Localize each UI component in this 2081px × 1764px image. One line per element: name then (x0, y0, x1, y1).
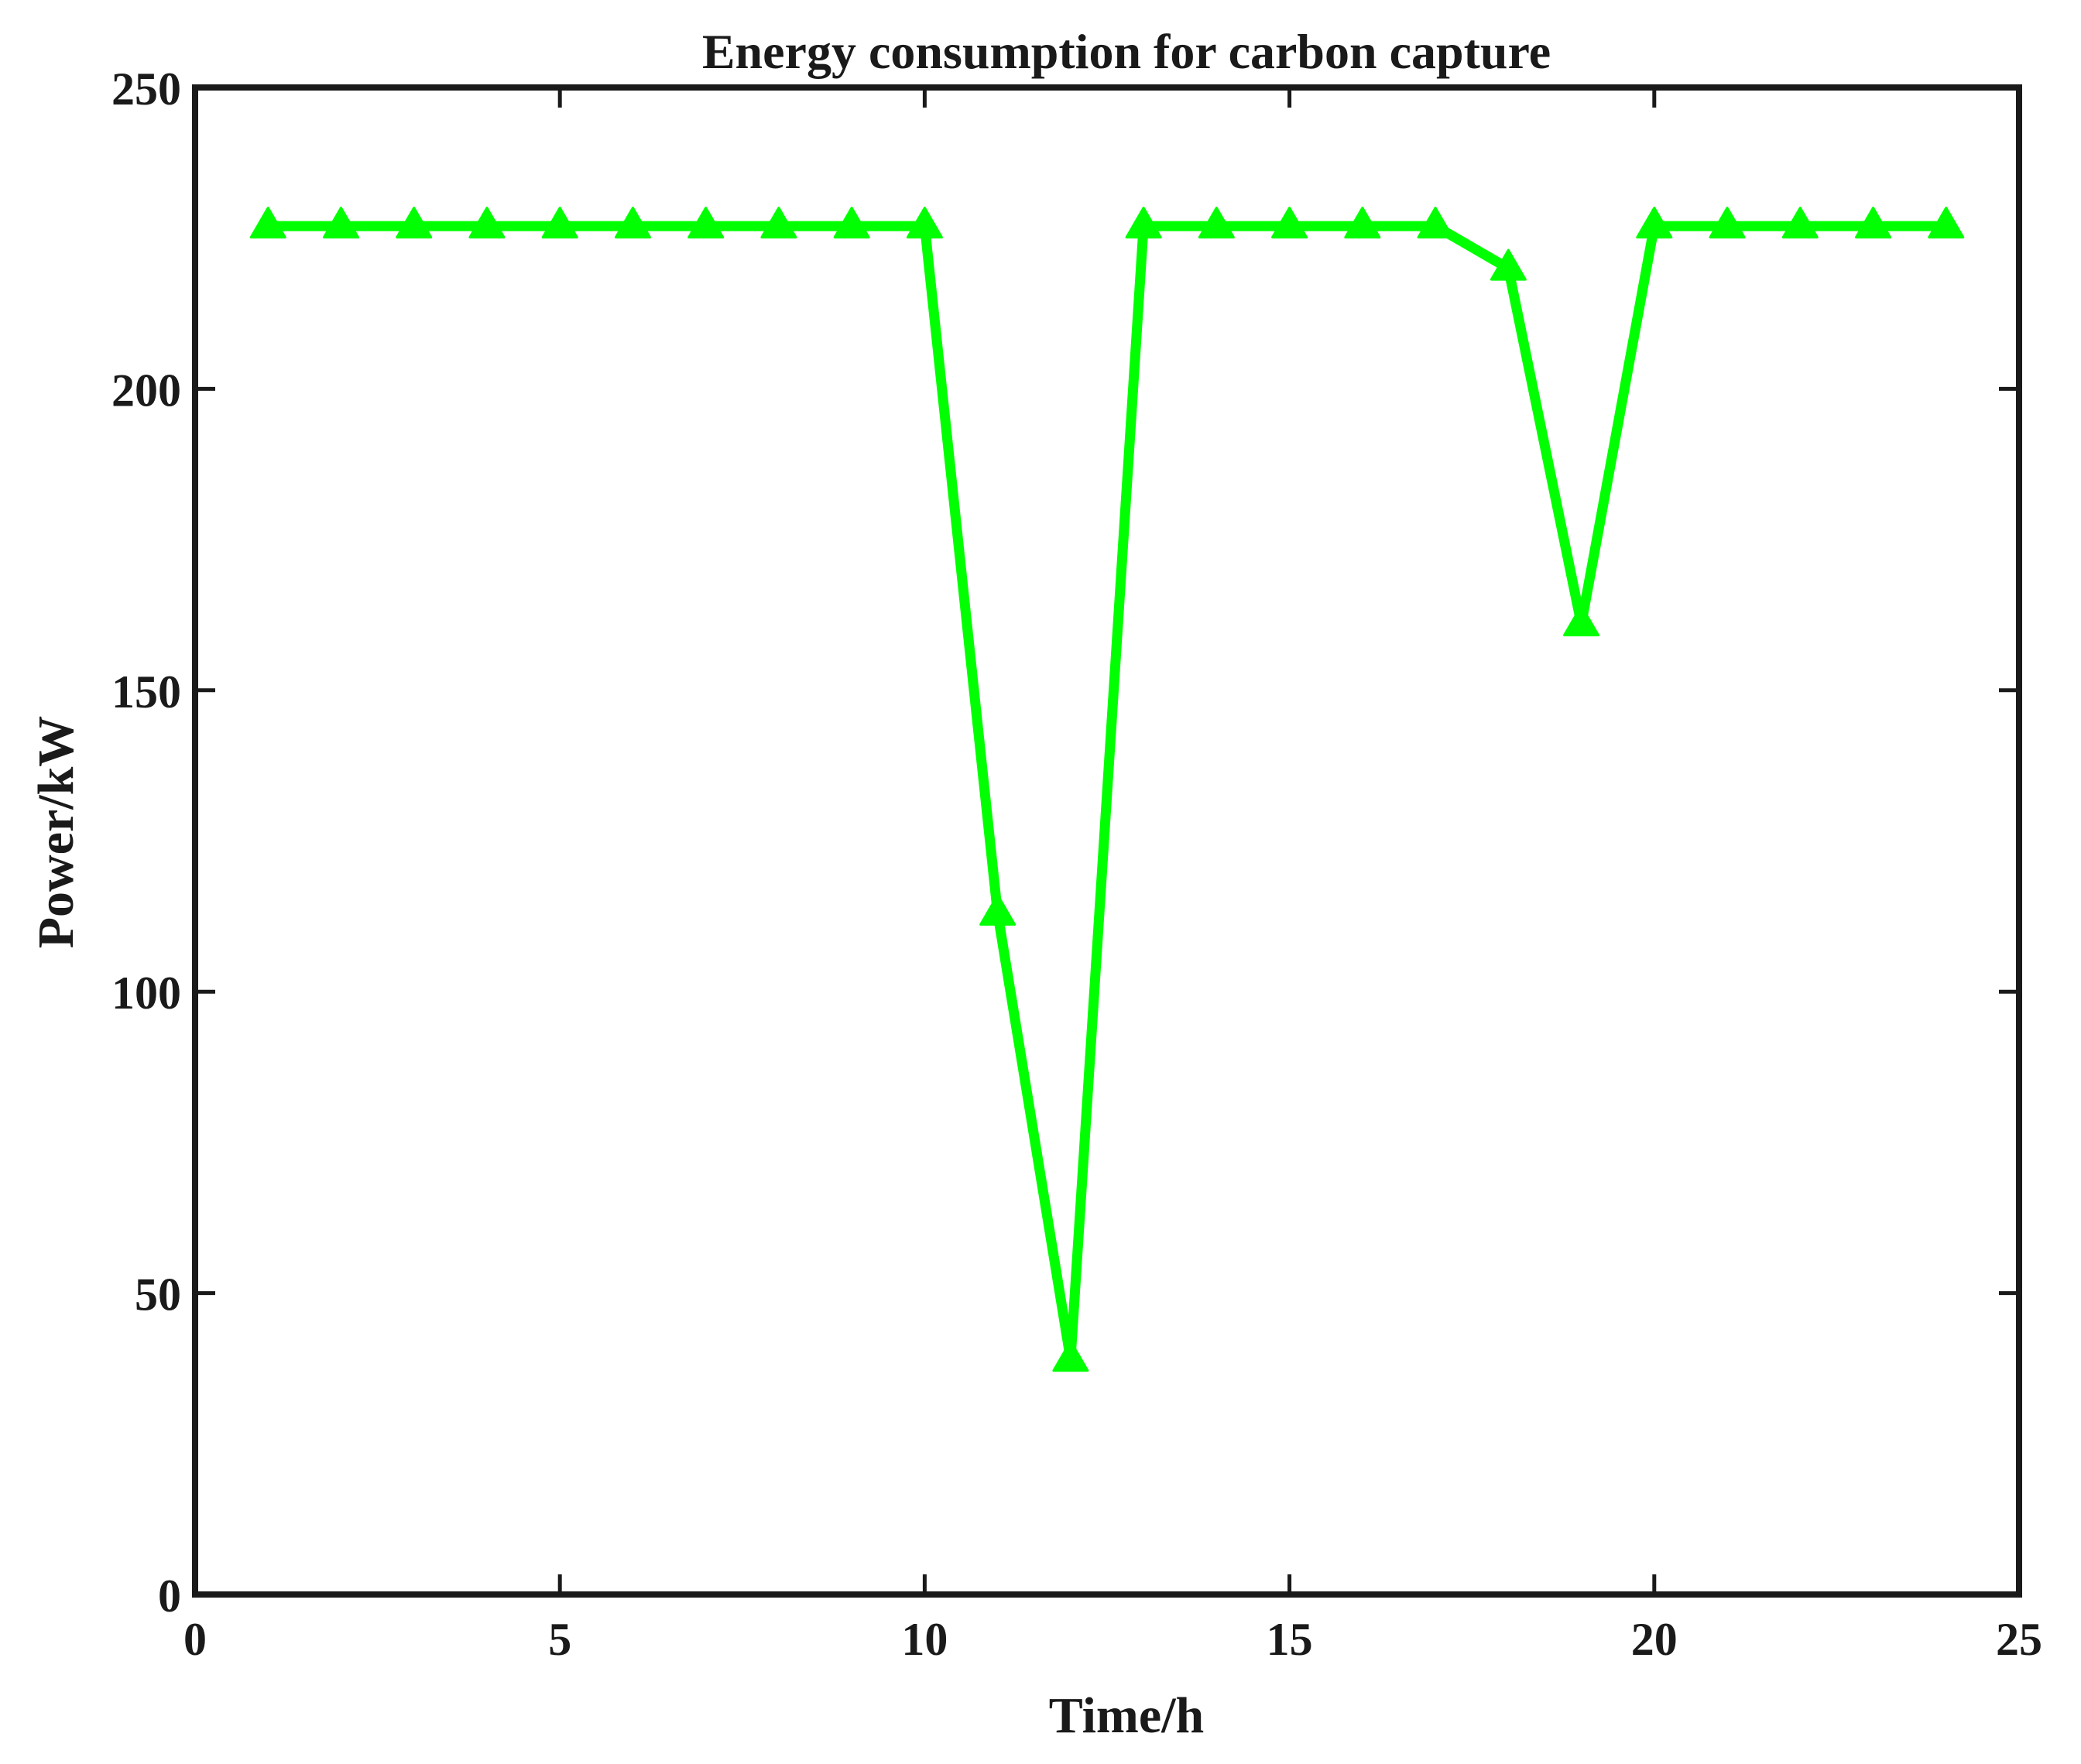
x-axis-label: Time/h (1049, 1687, 1204, 1744)
y-tick-label: 100 (111, 968, 181, 1019)
data-point-marker (906, 207, 943, 239)
data-point-marker (979, 893, 1017, 926)
data-point-marker (760, 207, 797, 239)
data-point-marker (687, 207, 725, 239)
x-tick-label: 0 (183, 1614, 207, 1665)
x-tick-label: 15 (1267, 1614, 1313, 1665)
data-point-marker (614, 207, 651, 239)
data-point-marker (1417, 207, 1454, 239)
data-point-marker (1928, 207, 1965, 239)
data-point-marker (1781, 207, 1819, 239)
x-tick-label: 10 (901, 1614, 948, 1665)
data-point-marker (1636, 207, 1673, 239)
chart-title: Energy consumption for carbon capture (702, 24, 1551, 79)
data-point-marker (322, 207, 359, 239)
data-point-marker (1198, 207, 1235, 239)
data-point-marker (396, 207, 433, 239)
data-point-marker (541, 207, 578, 239)
x-tick-label: 25 (1996, 1614, 2042, 1665)
data-point-marker (1271, 207, 1308, 239)
data-point-marker (833, 207, 870, 239)
x-tick-label: 5 (548, 1614, 571, 1665)
data-point-marker (1052, 1340, 1089, 1372)
y-tick-label: 150 (111, 666, 181, 718)
y-axis-label: Power/kW (28, 716, 84, 949)
y-tick-label: 0 (158, 1570, 181, 1622)
x-tick-label: 20 (1631, 1614, 1678, 1665)
series-line (262, 221, 1952, 1365)
data-point-marker (1855, 207, 1892, 239)
y-tick-label: 50 (135, 1269, 181, 1320)
data-point-marker (1709, 207, 1746, 239)
data-point-marker (468, 207, 506, 239)
data-point-marker (249, 207, 286, 239)
series-layer (249, 207, 1965, 1372)
plot-frame (192, 84, 2022, 1598)
y-tick-label: 250 (111, 63, 181, 115)
data-point-marker (1344, 207, 1381, 239)
data-point-marker (1563, 605, 1600, 637)
data-point-marker (1490, 248, 1527, 281)
data-point-marker (1125, 207, 1162, 239)
y-tick-label: 200 (111, 365, 181, 416)
